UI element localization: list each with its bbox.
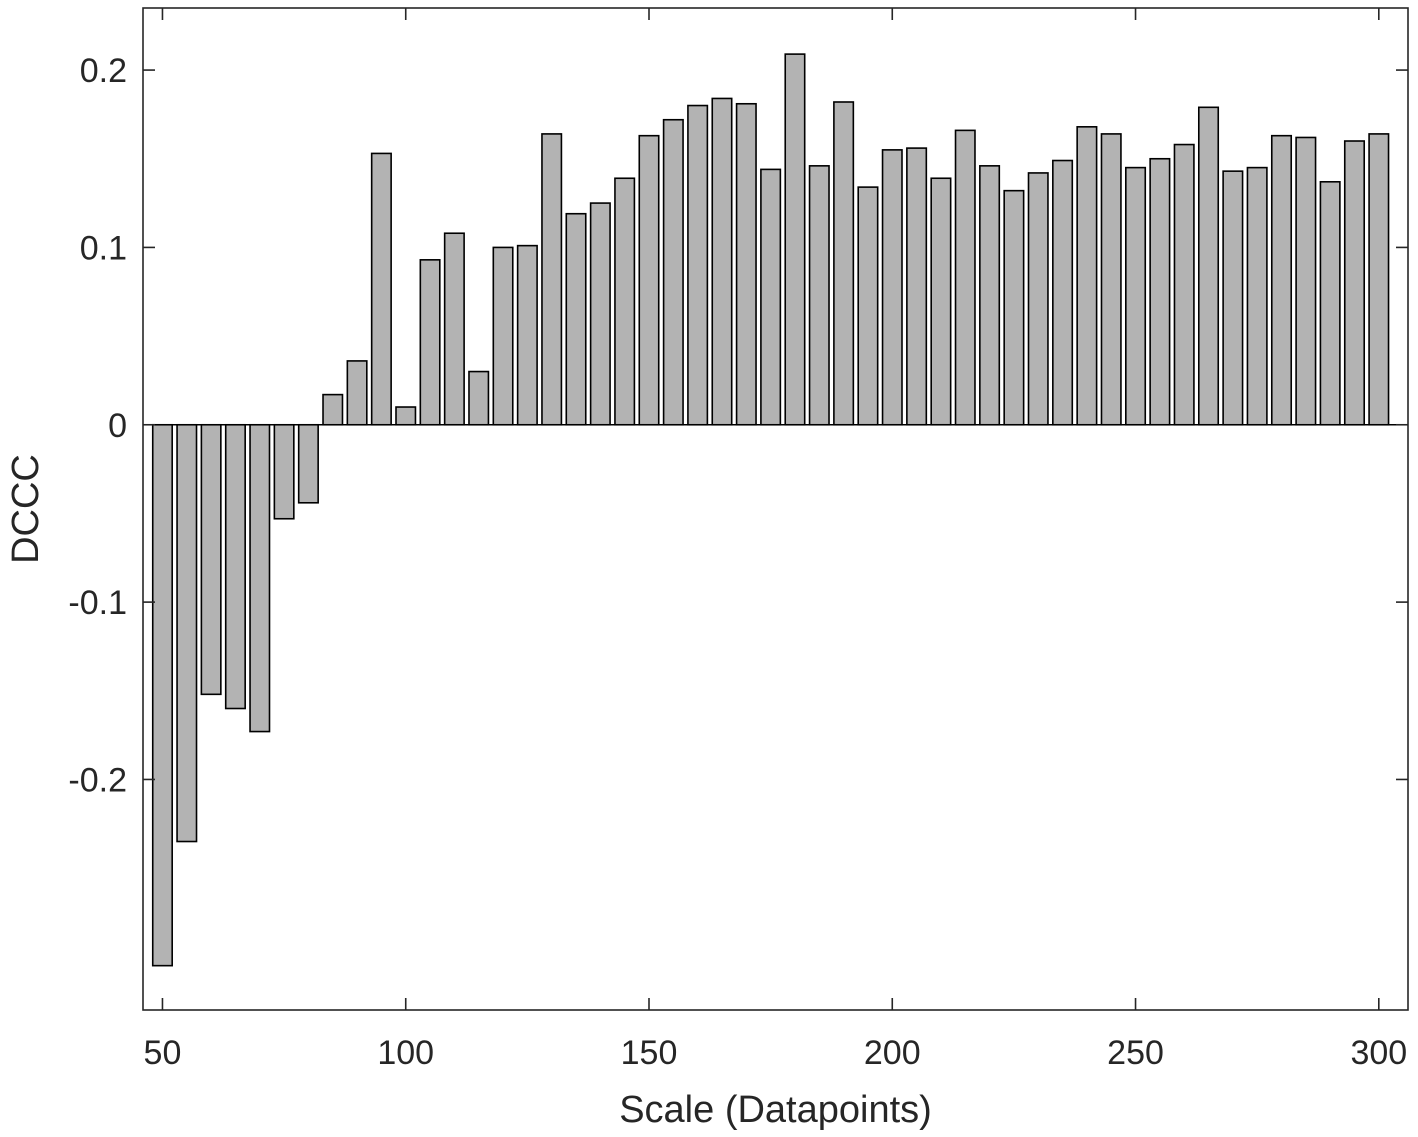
y-tick-label-0.2: 0.2 bbox=[80, 52, 127, 90]
bar-160 bbox=[687, 104, 709, 426]
bar-280 bbox=[1270, 134, 1293, 426]
bars-group bbox=[151, 53, 1390, 967]
bar-285 bbox=[1295, 136, 1317, 426]
bar-105 bbox=[419, 259, 441, 426]
bar-75 bbox=[273, 423, 295, 520]
bar-145 bbox=[614, 177, 636, 426]
bar-150 bbox=[638, 134, 660, 426]
bar-80 bbox=[297, 423, 319, 504]
bar-295 bbox=[1343, 140, 1366, 426]
bar-110 bbox=[443, 232, 465, 426]
bar-245 bbox=[1100, 133, 1122, 426]
bar-225 bbox=[1003, 189, 1025, 426]
x-tick-label-150: 150 bbox=[621, 1034, 678, 1072]
bar-190 bbox=[833, 101, 855, 426]
bar-100 bbox=[395, 406, 417, 426]
bar-240 bbox=[1076, 126, 1098, 426]
bar-265 bbox=[1197, 106, 1220, 426]
bar-130 bbox=[541, 133, 563, 426]
bar-165 bbox=[711, 97, 733, 426]
x-tick-label-100: 100 bbox=[377, 1034, 434, 1072]
bar-250 bbox=[1125, 166, 1147, 426]
bar-220 bbox=[979, 165, 1001, 426]
x-tick-label-50: 50 bbox=[144, 1034, 182, 1072]
bar-290 bbox=[1319, 180, 1341, 426]
bar-270 bbox=[1222, 170, 1244, 426]
bar-200 bbox=[881, 149, 903, 426]
y-axis-label: DCCC bbox=[5, 454, 47, 564]
bar-170 bbox=[735, 102, 757, 426]
y-tick-label-0: 0 bbox=[108, 407, 127, 445]
bar-185 bbox=[808, 165, 830, 426]
y-tick-label--0.2: -0.2 bbox=[68, 761, 127, 799]
bar-115 bbox=[468, 370, 490, 426]
bar-50 bbox=[151, 423, 173, 967]
bar-300 bbox=[1368, 133, 1390, 426]
bar-135 bbox=[565, 212, 587, 426]
bar-210 bbox=[930, 177, 952, 426]
x-tick-label-300: 300 bbox=[1350, 1034, 1407, 1072]
bar-95 bbox=[370, 152, 392, 426]
bar-215 bbox=[954, 129, 976, 426]
bar-90 bbox=[346, 360, 368, 426]
bar-205 bbox=[906, 147, 928, 426]
ticks-group bbox=[143, 8, 1408, 1010]
bar-255 bbox=[1149, 157, 1171, 426]
bar-175 bbox=[760, 168, 782, 426]
y-tick-label--0.1: -0.1 bbox=[68, 584, 127, 622]
bar-230 bbox=[1027, 172, 1049, 426]
y-tick-label-0.1: 0.1 bbox=[80, 229, 127, 267]
bar-155 bbox=[662, 118, 684, 426]
x-axis-label: Scale (Datapoints) bbox=[619, 1089, 932, 1131]
bar-195 bbox=[857, 186, 879, 426]
x-tick-labels: 50 100 150 200 250 300 bbox=[144, 1034, 1408, 1072]
plot-frame bbox=[142, 7, 1409, 1011]
bar-125 bbox=[516, 244, 538, 426]
bar-140 bbox=[589, 202, 611, 426]
bar-55 bbox=[176, 423, 198, 843]
y-tick-labels: -0.2 -0.1 0 0.1 0.2 bbox=[68, 52, 127, 799]
bar-180 bbox=[784, 53, 806, 426]
bar-85 bbox=[322, 393, 344, 426]
bar-275 bbox=[1246, 166, 1268, 426]
bar-120 bbox=[492, 246, 514, 426]
bar-70 bbox=[249, 423, 271, 733]
bar-260 bbox=[1173, 143, 1195, 426]
bar-235 bbox=[1052, 159, 1074, 426]
bar-60 bbox=[200, 423, 222, 696]
x-tick-label-200: 200 bbox=[864, 1034, 921, 1072]
bar-65 bbox=[224, 423, 246, 710]
x-tick-label-250: 250 bbox=[1107, 1034, 1164, 1072]
